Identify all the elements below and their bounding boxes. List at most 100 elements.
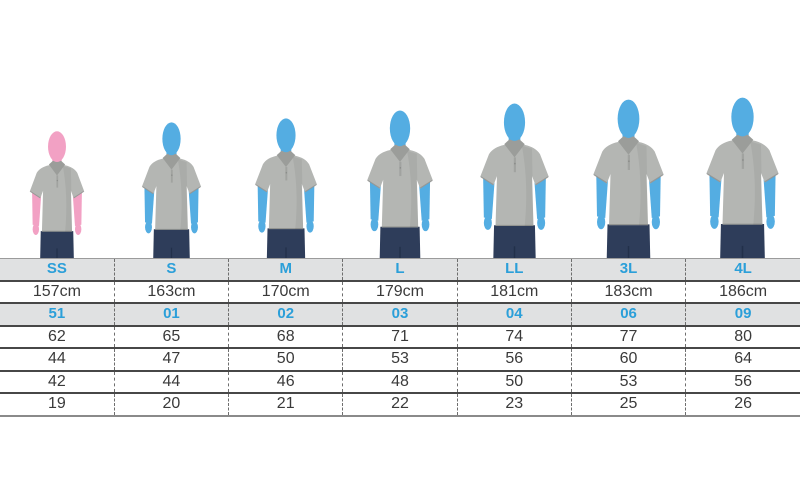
collar xyxy=(49,160,66,176)
button xyxy=(285,171,287,174)
placket xyxy=(627,154,631,170)
sleeve-shadow-left xyxy=(480,176,494,186)
cell-model-height-s: 163cm xyxy=(113,280,229,303)
left-hand xyxy=(597,214,606,230)
right-arm xyxy=(303,183,315,223)
left-arm xyxy=(709,172,723,218)
cell-measurement-4-l: 22 xyxy=(342,393,458,416)
cell-size-label-ss: SS xyxy=(0,258,115,281)
cell-measurement-3-l: 48 xyxy=(342,370,458,393)
cell-measurement-3-m: 46 xyxy=(228,370,343,393)
collar xyxy=(390,144,410,162)
sleeve-shadow-right xyxy=(420,180,433,189)
right-arm xyxy=(763,172,776,218)
right-hand xyxy=(421,217,430,232)
model-lineup xyxy=(28,97,780,258)
cell-measurement-1-s: 65 xyxy=(113,325,229,348)
cell-measurement-3-s: 44 xyxy=(113,370,229,393)
head xyxy=(617,99,640,138)
left-hand xyxy=(257,219,266,233)
table-row-size-label: SS S M L LL 3L 4L xyxy=(0,258,800,281)
head xyxy=(731,97,755,137)
table-row-model-height: 157cm 163cm 170cm 179cm 181cm 183cm 186cm xyxy=(0,280,800,303)
button xyxy=(171,174,173,176)
cell-measurement-4-4l: 26 xyxy=(685,393,800,416)
cell-measurement-4-m: 21 xyxy=(228,393,343,416)
shirt-side-shadow xyxy=(292,156,303,230)
sleeve-shadow-left xyxy=(367,180,380,189)
cell-measurement-1-3l: 77 xyxy=(570,325,686,348)
right-arm xyxy=(72,190,83,226)
cell-size-code-ll: 04 xyxy=(456,303,572,326)
right-hand xyxy=(536,215,545,230)
cell-measurement-1-ss: 62 xyxy=(0,325,115,348)
model-figure-3l xyxy=(591,98,666,258)
left-arm xyxy=(32,190,42,226)
head xyxy=(503,103,525,141)
button xyxy=(56,179,59,182)
cell-size-label-m: M xyxy=(228,258,343,281)
cell-measurement-4-ll: 23 xyxy=(456,393,572,416)
left-hand xyxy=(370,217,379,232)
table-row-measurement-4: 19 20 21 22 23 25 26 xyxy=(0,393,800,416)
right-hand xyxy=(306,219,314,233)
placket xyxy=(399,161,402,177)
left-arm xyxy=(482,175,495,219)
sleeve-shadow-right xyxy=(535,176,549,186)
collar xyxy=(162,153,181,170)
size-spec-table: SS S M L LL 3L 4L 157cm 163cm 170cm 179cm 181cm 183c… xyxy=(0,258,800,417)
shirt-side-shadow xyxy=(636,142,649,226)
cell-measurement-3-3l: 53 xyxy=(570,370,686,393)
sleeve-shadow-left xyxy=(255,184,267,193)
collar xyxy=(504,139,525,158)
cell-size-label-3l: 3L xyxy=(570,258,686,281)
left-hand xyxy=(144,221,152,234)
cell-size-label-4l: 4L xyxy=(685,258,800,281)
placket xyxy=(285,167,288,181)
cell-measurement-3-4l: 56 xyxy=(685,370,800,393)
left-hand xyxy=(710,214,719,229)
shirt-side-shadow xyxy=(521,145,534,227)
jeans xyxy=(379,226,421,258)
jeans xyxy=(266,228,305,258)
polo-shirt xyxy=(479,142,549,227)
cell-size-label-l: L xyxy=(342,258,458,281)
model-figure-l xyxy=(365,109,435,258)
head xyxy=(276,118,296,153)
left-arm xyxy=(144,185,155,224)
cell-model-height-m: 170cm xyxy=(228,280,343,303)
button xyxy=(628,160,630,163)
cell-measurement-1-l: 71 xyxy=(342,325,458,348)
head xyxy=(48,131,67,162)
cell-model-height-ss: 157cm xyxy=(0,280,115,303)
cell-size-code-s: 01 xyxy=(113,303,229,326)
shirt-side-shadow xyxy=(407,150,419,228)
cell-measurement-2-m: 50 xyxy=(228,348,343,371)
cell-measurement-4-s: 20 xyxy=(113,393,229,416)
right-hand xyxy=(75,223,82,235)
collar xyxy=(732,134,754,154)
cell-measurement-3-ss: 42 xyxy=(0,370,115,393)
right-arm xyxy=(648,173,661,218)
button xyxy=(513,162,516,165)
cell-measurement-4-3l: 25 xyxy=(570,393,686,416)
cell-size-code-ss: 51 xyxy=(0,303,115,326)
placket xyxy=(170,169,173,183)
cell-model-height-ll: 181cm xyxy=(456,280,572,303)
right-arm xyxy=(533,175,546,219)
polo-shirt xyxy=(706,138,780,225)
cell-measurement-1-4l: 80 xyxy=(685,325,800,348)
cell-size-label-s: S xyxy=(113,258,229,281)
right-arm xyxy=(418,179,431,221)
cell-measurement-1-m: 68 xyxy=(228,325,343,348)
cell-size-code-4l: 09 xyxy=(685,303,800,326)
head xyxy=(162,122,181,156)
left-arm xyxy=(596,173,609,218)
model-figure-m xyxy=(253,117,319,258)
jeans xyxy=(720,223,766,258)
model-figure-ss xyxy=(28,130,86,258)
sleeve-shadow-right xyxy=(764,173,779,183)
cell-measurement-2-3l: 60 xyxy=(570,348,686,371)
left-hand xyxy=(483,215,492,230)
button xyxy=(399,167,402,169)
